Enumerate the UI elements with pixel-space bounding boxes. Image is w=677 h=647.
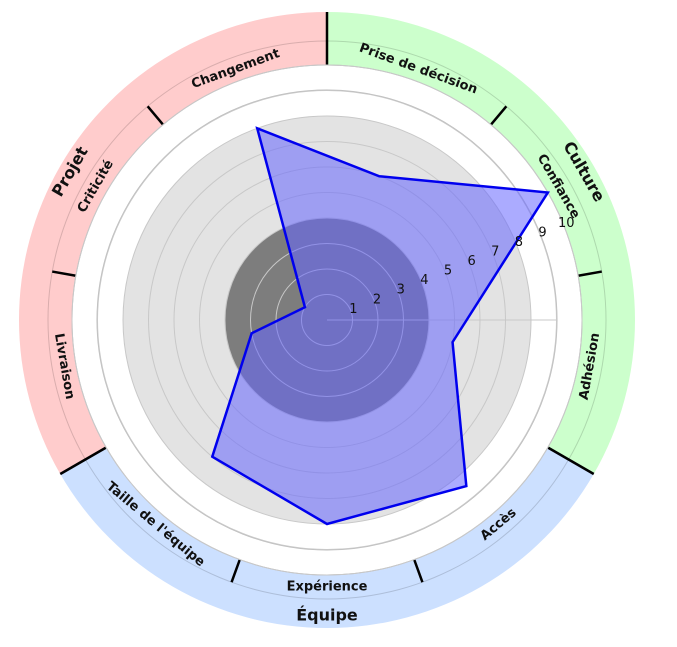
ring-separator-2	[547, 446, 595, 476]
tick-label-9: 9	[538, 225, 546, 240]
series-layer	[210, 126, 550, 526]
grid-circle-10	[71, 64, 583, 576]
category-ring	[19, 12, 635, 628]
group-sector-1	[60, 447, 594, 628]
tick-label-6: 6	[468, 254, 476, 269]
tick-label-4: 4	[420, 273, 428, 288]
ring-separator-5	[59, 446, 107, 476]
group-label-1: Équipe	[296, 606, 358, 625]
tick-label-2: 2	[373, 292, 381, 307]
series-polygon	[210, 126, 550, 526]
radial-tick-labels: 1 2 34 5 67 89 10	[349, 216, 574, 317]
ring-separator-1	[577, 270, 602, 277]
tick-label-1: 1	[349, 302, 357, 317]
ring-separator-0	[489, 105, 508, 126]
group-sector-0	[327, 12, 635, 474]
tick-label-7: 7	[491, 245, 499, 260]
tick-label-10: 10	[558, 216, 575, 231]
tick-label-3: 3	[397, 283, 405, 298]
tick-label-8: 8	[515, 235, 523, 250]
ring-separator-7	[146, 105, 165, 126]
ring-separator-3	[413, 559, 424, 583]
group-sector-2	[19, 12, 328, 474]
ring-separator-4	[230, 559, 241, 583]
tick-label-5: 5	[444, 264, 452, 279]
category-label-4: Expérience	[287, 580, 368, 595]
ring-separator-6	[52, 270, 77, 277]
